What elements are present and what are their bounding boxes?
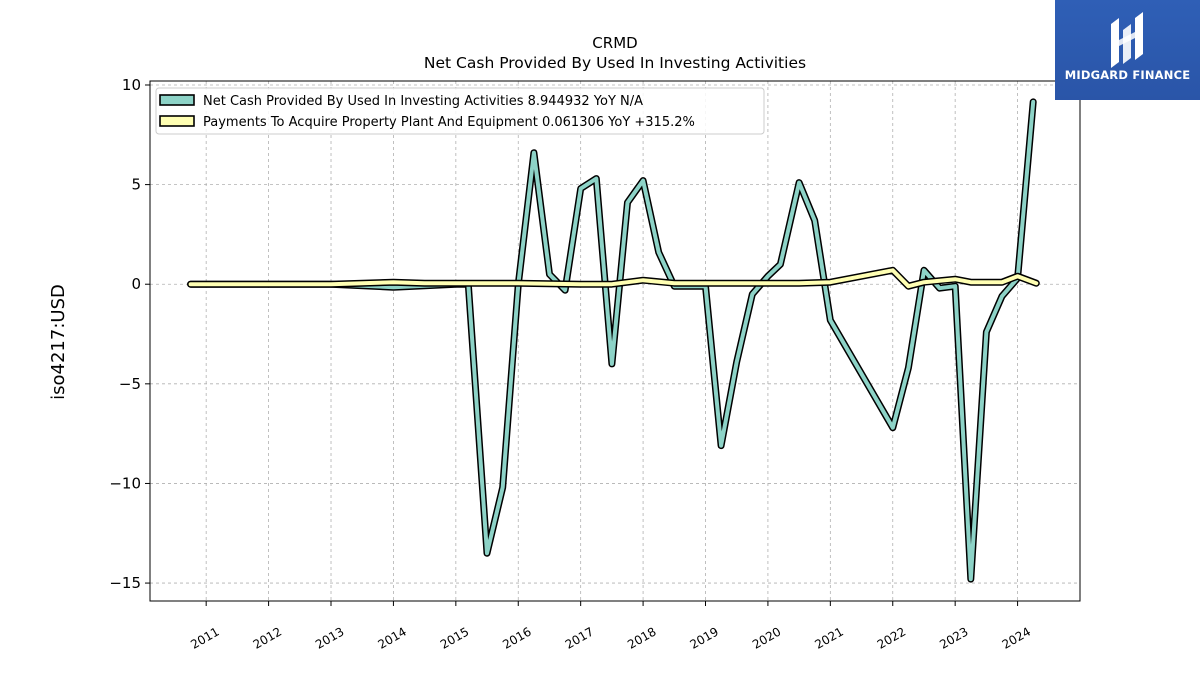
y-tick-label: −5 xyxy=(119,375,141,393)
y-axis-label: iso4217:USD xyxy=(48,284,69,400)
brand-logo: MIDGARD FINANCE xyxy=(1055,0,1200,100)
legend-swatch-2 xyxy=(159,115,195,127)
legend-label-1: Net Cash Provided By Used In Investing A… xyxy=(203,94,643,109)
legend-swatch-1 xyxy=(159,94,195,106)
x-tick-label: 2013 xyxy=(313,624,346,651)
x-tick-label: 2011 xyxy=(188,624,221,651)
axis-ticks: 2011 2012 2013 2014 2015 2016 2017 2018 2019 2020… xyxy=(109,76,1033,652)
y-tick-label: 0 xyxy=(131,275,141,293)
logo-mark-icon xyxy=(1111,12,1143,68)
x-tick-label: 2012 xyxy=(251,624,284,651)
chart-title: CRMD xyxy=(592,34,637,52)
y-tick-label: 5 xyxy=(131,176,141,194)
series-layer xyxy=(187,98,1040,583)
y-tick-label: 10 xyxy=(122,76,141,94)
x-tick-label: 2024 xyxy=(1000,624,1033,651)
y-tick-label: −15 xyxy=(109,574,141,592)
x-tick-label: 2022 xyxy=(875,624,908,651)
x-tick-label: 2017 xyxy=(563,624,596,651)
x-tick-label: 2018 xyxy=(625,624,658,651)
y-tick-label: −10 xyxy=(109,474,141,492)
legend-label-2: Payments To Acquire Property Plant And E… xyxy=(203,115,695,130)
series-line-1 xyxy=(188,99,1036,582)
x-tick-label: 2014 xyxy=(375,624,408,651)
legend: Net Cash Provided By Used In Investing A… xyxy=(155,87,765,135)
x-tick-label: 2015 xyxy=(438,624,471,651)
logo-text: MIDGARD FINANCE xyxy=(1064,68,1191,82)
x-tick-label: 2021 xyxy=(812,624,845,651)
plot-frame xyxy=(149,80,1081,602)
x-tick-label: 2016 xyxy=(500,624,533,651)
x-tick-label: 2020 xyxy=(750,624,783,651)
legend-box xyxy=(155,87,765,135)
series-line-2 xyxy=(188,268,1039,289)
x-tick-label: 2019 xyxy=(688,624,721,651)
chart-subtitle: Net Cash Provided By Used In Investing A… xyxy=(424,54,806,72)
x-tick-label: 2023 xyxy=(937,624,970,651)
